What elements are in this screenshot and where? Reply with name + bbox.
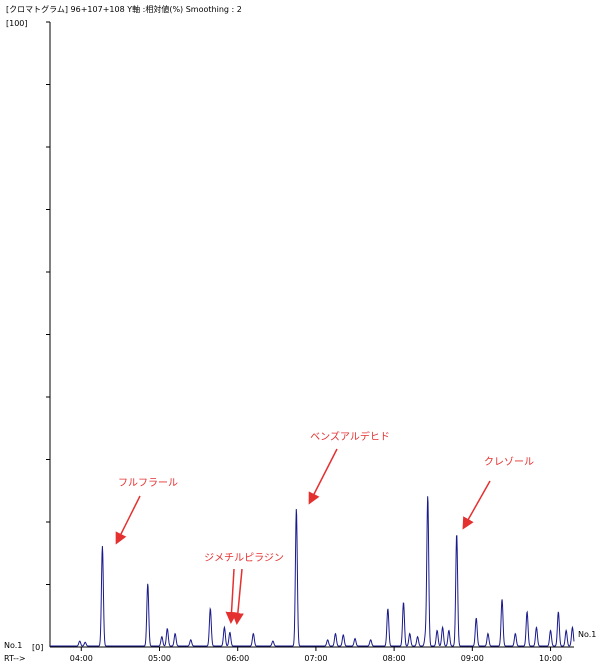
x-axis-label: RT--> bbox=[4, 654, 26, 663]
x-tick-label: 05:00 bbox=[148, 654, 171, 663]
series-label-left: No.1 bbox=[4, 641, 22, 650]
x-ticks: 04:00 05:00 06:00 07:00 08:00 09:00 10:00 bbox=[70, 647, 562, 663]
annotation-arrow bbox=[225, 568, 238, 624]
chart-header-title: [クロマトグラム] 96+107+108 Y軸 :相対値(%) Smoothin… bbox=[6, 4, 242, 14]
x-tick-label: 06:00 bbox=[226, 654, 249, 663]
x-tick-label: 09:00 bbox=[461, 654, 484, 663]
x-tick-label: 10:00 bbox=[539, 654, 562, 663]
series-label-right: No.1 bbox=[578, 630, 596, 639]
chromatogram-trace bbox=[50, 496, 575, 647]
x-tick-label: 08:00 bbox=[383, 654, 406, 663]
annotation-label: ジメチルピラジン bbox=[204, 552, 284, 564]
annotation-arrow bbox=[231, 568, 244, 625]
annotation-label: クレゾール bbox=[484, 456, 534, 468]
y-axis-top-label: [100] bbox=[6, 19, 28, 28]
annotation-arrow bbox=[308, 448, 338, 505]
annotation-label: ベンズアルデヒド bbox=[310, 430, 390, 443]
annotation-arrow bbox=[462, 480, 491, 530]
y-ticks bbox=[46, 21, 50, 585]
y-axis-bottom-label: [0] bbox=[32, 643, 43, 652]
x-tick-label: 04:00 bbox=[70, 654, 93, 663]
x-tick-label: 07:00 bbox=[304, 654, 327, 663]
annotation-arrow bbox=[115, 495, 141, 545]
annotation-label: フルフラール bbox=[118, 477, 178, 489]
